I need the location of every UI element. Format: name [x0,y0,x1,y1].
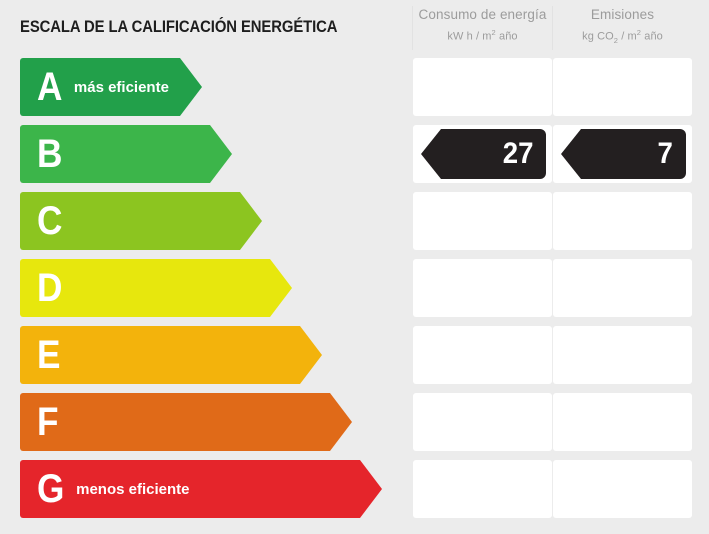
rating-row-d: D [0,259,709,317]
value-badge-emisiones-text: 7 [657,137,674,170]
value-cell-emisiones-e [553,326,692,384]
column-header-emisiones-label: Emisiones [590,7,655,22]
rating-letter-b: B [37,132,63,176]
value-cell-consumo-g [413,460,552,518]
rating-letter-d: D [37,266,63,310]
rating-row-f: F [0,393,709,451]
value-cell-emisiones-a [553,58,692,116]
column-header-emisiones: Emisiones kg CO2 / m2 año [553,8,692,44]
rating-letter-e: E [37,333,61,377]
value-cell-emisiones-c [553,192,692,250]
rating-bar-d: D [20,259,292,317]
rating-row-e: E [0,326,709,384]
column-header-consumo-units: kW h / m2 año [447,27,518,43]
column-header-consumo: Consumo de energía kW h / m2 año [413,8,552,42]
column-header-consumo-label: Consumo de energía [418,7,547,22]
rating-letter-g: G [37,467,65,511]
value-cell-consumo-a [413,58,552,116]
rating-bar-c: C [20,192,262,250]
value-badge-consumo: 27 [421,129,546,179]
rating-letter-a: A [37,65,63,109]
value-cell-consumo-f [413,393,552,451]
header-divider-2 [552,6,553,50]
rating-letter-f: F [37,400,59,444]
value-cell-consumo-d [413,259,552,317]
value-cell-consumo-c [413,192,552,250]
value-badge-emisiones: 7 [561,129,686,179]
rating-bar-e: E [20,326,322,384]
widget-header: ESCALA DE LA CALIFICACIÓN ENERGÉTICA Con… [0,0,709,56]
rating-bar-f: F [20,393,352,451]
rating-letter-c: C [37,199,63,243]
page-title: ESCALA DE LA CALIFICACIÓN ENERGÉTICA [20,18,338,36]
rating-note-a: más eficiente [73,78,169,96]
value-cell-emisiones-g [553,460,692,518]
value-cell-consumo-e [413,326,552,384]
rating-row-b: B 27 7 [0,125,709,183]
column-header-emisiones-units: kg CO2 / m2 año [582,27,663,45]
rating-row-c: C [0,192,709,250]
rating-note-g: menos eficiente [76,480,190,498]
value-cell-emisiones-d [553,259,692,317]
rating-bar-b: B [20,125,232,183]
value-badge-consumo-text: 27 [502,137,534,170]
value-cell-emisiones-f [553,393,692,451]
header-divider-1 [412,6,413,50]
